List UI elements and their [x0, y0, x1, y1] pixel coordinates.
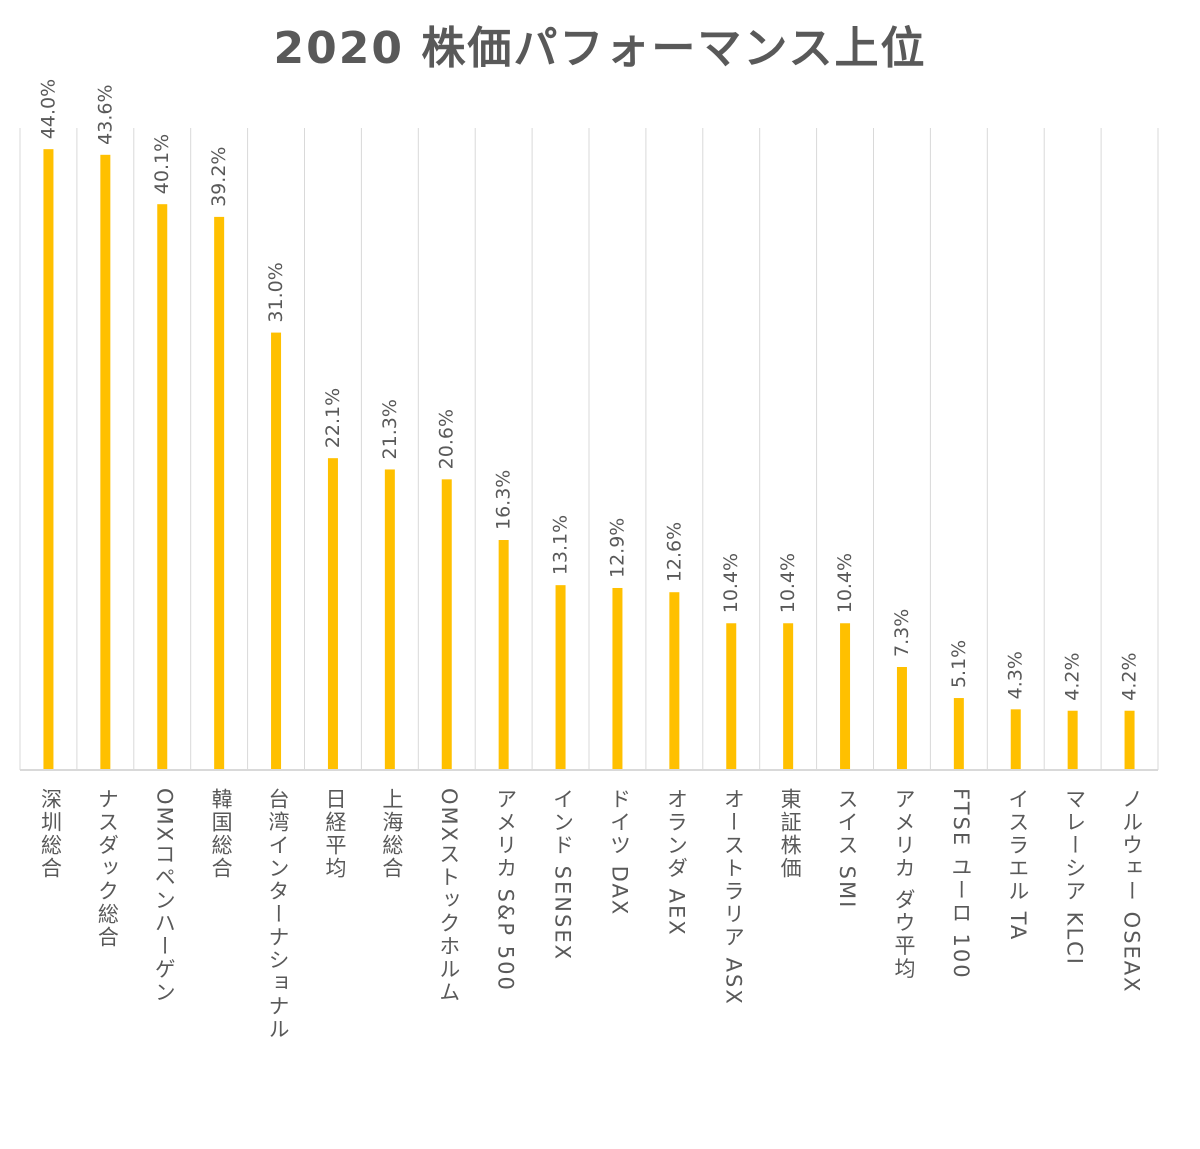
category-label: 台湾インターナショナル	[266, 788, 291, 1041]
bar	[1067, 710, 1078, 770]
bar	[896, 666, 907, 770]
bars	[43, 149, 1135, 771]
category-label: スイス SMI	[835, 788, 860, 910]
bar	[43, 149, 54, 770]
chart-title: 2020 株価パフォーマンス上位	[273, 23, 927, 74]
data-label: 22.1%	[322, 388, 344, 448]
category-label: ノルウェー OSEAX	[1119, 788, 1144, 994]
bar	[783, 623, 794, 770]
data-label: 12.6%	[663, 522, 685, 582]
category-label: 日経平均	[322, 788, 347, 880]
bar	[214, 216, 225, 770]
data-label: 5.1%	[948, 640, 970, 688]
category-label: 上海総合	[379, 788, 404, 880]
data-label: 40.1%	[151, 134, 173, 194]
bar	[669, 592, 680, 770]
bar	[498, 540, 509, 770]
data-label: 21.3%	[379, 399, 401, 459]
gridlines	[19, 128, 1159, 770]
category-label: ドイツ DAX	[607, 788, 632, 917]
data-label: 43.6%	[94, 84, 116, 144]
category-label: OMXストックホルム	[436, 788, 461, 1005]
bar	[157, 204, 168, 770]
data-label: 39.2%	[208, 147, 230, 207]
category-label: イスラエル TA	[1005, 788, 1030, 942]
data-label: 16.3%	[493, 470, 515, 530]
bar	[1010, 709, 1021, 770]
bar	[441, 479, 452, 770]
category-label: アメリカ S&P 500	[493, 788, 518, 992]
bar	[1124, 710, 1135, 770]
data-label: 20.6%	[436, 409, 458, 469]
category-label: 韓国総合	[209, 788, 234, 880]
bar	[612, 587, 623, 770]
category-label: インド SENSEX	[550, 788, 575, 961]
bar	[327, 458, 338, 770]
bar	[555, 585, 566, 770]
bar	[384, 469, 395, 770]
data-labels: 44.0% 43.6% 40.1% 39.2% 31.0% 22.1% 21.3% 20.6%…	[37, 79, 1140, 701]
category-label: 東証株価	[778, 788, 803, 880]
data-label: 7.3%	[891, 609, 913, 657]
category-label: OMXコペンハーゲン	[152, 788, 177, 1005]
data-label: 31.0%	[265, 262, 287, 322]
bar	[271, 332, 282, 770]
data-label: 4.3%	[1005, 651, 1027, 699]
data-label: 4.2%	[1062, 652, 1084, 700]
data-label: 10.4%	[777, 553, 799, 613]
bar	[100, 154, 111, 771]
category-label: ナスダック総合	[95, 788, 120, 949]
category-label: 深圳総合	[38, 788, 63, 880]
category-label: FTSE ユーロ 100	[948, 788, 973, 980]
bar	[726, 623, 737, 770]
data-label: 13.1%	[550, 515, 572, 575]
category-label: オランダ AEX	[664, 788, 689, 937]
category-label: オーストラリア ASX	[721, 788, 746, 1006]
data-label: 12.9%	[606, 518, 628, 578]
data-label: 4.2%	[1119, 652, 1141, 700]
data-label: 10.4%	[834, 553, 856, 613]
category-label: アメリカ ダウ平均	[891, 788, 916, 981]
data-label: 10.4%	[720, 553, 742, 613]
category-label: マレーシア KLCI	[1062, 788, 1087, 967]
data-label: 44.0%	[37, 79, 59, 139]
bar	[840, 623, 851, 770]
bar	[953, 698, 964, 770]
